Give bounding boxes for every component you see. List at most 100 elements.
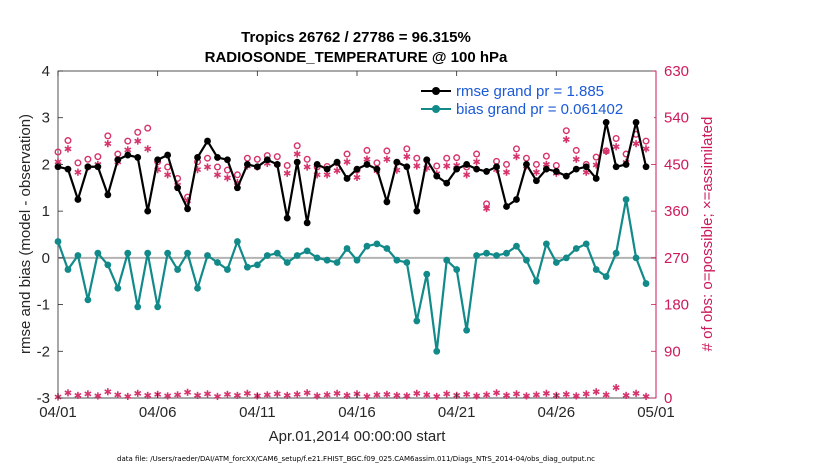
obs-possible-marker (572, 146, 580, 154)
bias-point (104, 261, 112, 269)
bias-point (433, 347, 441, 355)
asterisk-stroke (303, 390, 311, 396)
obs-possible-marker (343, 150, 351, 158)
obs-bottom-marker (393, 391, 401, 400)
legend-bias-marker (432, 105, 440, 113)
obs-possible-marker (84, 155, 92, 163)
rmse-point (253, 163, 261, 171)
rmse-point (383, 198, 391, 206)
obs-bottom-marker (283, 391, 291, 400)
rmse-point (154, 156, 162, 164)
asterisk-stroke (403, 393, 411, 399)
rmse-point (303, 219, 311, 227)
rmse-point (592, 175, 600, 182)
bias-point (144, 249, 152, 257)
bias-point (303, 247, 311, 255)
rmse-point (453, 165, 461, 173)
x-tick-label: 04/01 (39, 404, 77, 421)
bias-point (293, 252, 301, 259)
obs-assimilated-marker (632, 140, 640, 148)
x-tick-label: 04/06 (139, 404, 177, 421)
bias-point (383, 245, 391, 252)
asterisk-stroke (283, 392, 291, 398)
rmse-point (363, 161, 371, 168)
y-right-tick-label: 450 (664, 156, 689, 173)
asterisk-stroke (144, 392, 152, 398)
bias-point (473, 252, 480, 259)
rmse-point (572, 165, 580, 173)
obs-possible-marker (512, 145, 520, 153)
obs-bottom-marker (164, 392, 172, 400)
asterisk-stroke (413, 390, 421, 396)
asterisk-stroke (134, 390, 142, 396)
bias-point (114, 284, 122, 292)
obs-possible-marker (134, 128, 142, 136)
asterisk-stroke (602, 148, 610, 154)
obs-bottom-marker (124, 392, 132, 401)
obs-bottom-marker (363, 392, 371, 401)
obs-bottom-marker (333, 389, 341, 397)
asterisk-stroke (532, 392, 540, 398)
asterisk-stroke (602, 392, 610, 398)
obs-possible-marker (532, 160, 540, 168)
obs-assimilated-marker (502, 168, 511, 176)
obs-possible-marker (124, 137, 132, 145)
rmse-point (164, 151, 172, 159)
rmse-point (243, 161, 251, 168)
obs-bottom-marker (303, 389, 311, 397)
obs-bottom-marker (104, 388, 112, 396)
bias-point (552, 259, 560, 266)
asterisk-stroke (353, 174, 361, 180)
obs-possible-marker (64, 137, 72, 145)
asterisk-stroke (84, 391, 92, 397)
bias-point (612, 249, 620, 257)
obs-assimilated-marker (333, 167, 341, 175)
rmse-point (343, 175, 351, 182)
asterisk-stroke (343, 159, 351, 165)
asterisk-stroke (313, 393, 321, 399)
bias-point (333, 259, 341, 266)
bias-point (622, 196, 630, 203)
x-tick-label: 05/01 (637, 404, 675, 421)
obs-bottom-marker (293, 390, 301, 398)
x-tick-label: 04/16 (338, 404, 376, 421)
asterisk-stroke (74, 169, 82, 175)
y-right-axis-label: # of obs: o=possible; ×=assimilated (699, 117, 716, 352)
obs-possible-marker (54, 148, 62, 156)
bias-point (313, 254, 321, 262)
obs-bottom-marker (443, 390, 451, 398)
rmse-point (273, 161, 281, 168)
obs-assimilated-marker (144, 145, 152, 153)
bias-line (56, 199, 648, 352)
asterisk-stroke (522, 393, 530, 399)
rmse-point (184, 205, 191, 213)
asterisk-stroke (144, 146, 152, 152)
obs-bottom-marker (403, 392, 411, 400)
chart-subtitle: RADIOSONDE_TEMPERATURE @ 100 hPa (205, 49, 508, 66)
obs-assimilated-marker (602, 147, 610, 156)
obs-bottom-marker (84, 390, 92, 398)
obs-assimilated-marker (203, 163, 212, 171)
rmse-point (293, 158, 301, 166)
bias-point (323, 256, 331, 264)
obs-assimilated-marker (612, 143, 620, 151)
y-tick-label: -1 (37, 297, 50, 314)
obs-possible-marker (642, 137, 650, 145)
asterisk-stroke (54, 159, 62, 165)
x-tick-label: 04/26 (538, 404, 576, 421)
obs-bottom-marker (562, 390, 570, 398)
obs-bottom-marker (383, 390, 391, 398)
obs-bottom-marker (483, 391, 491, 399)
asterisk-stroke (562, 391, 570, 397)
rmse-point (602, 118, 610, 126)
bias-point (353, 256, 361, 264)
asterisk-stroke (233, 392, 241, 398)
asterisk-stroke (592, 389, 600, 395)
obs-assimilated-marker (562, 135, 570, 144)
y-right-tick-label: 540 (664, 110, 689, 127)
rmse-point (562, 172, 570, 180)
rmse-point (433, 172, 441, 180)
rmse-point (74, 196, 82, 203)
obs-assimilated-marker (353, 173, 361, 182)
asterisk-stroke (343, 392, 351, 398)
